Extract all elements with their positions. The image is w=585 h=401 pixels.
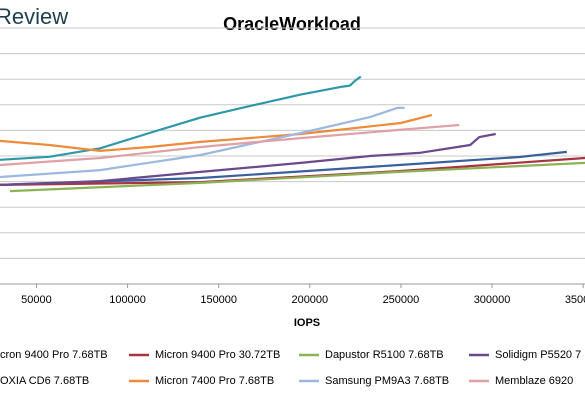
legend-label: Samsung PM9A3 7.68TB: [325, 375, 449, 387]
series-line: [0, 150, 567, 186]
x-tick-label: 350000: [565, 294, 585, 306]
legend-label: Memblaze 6920: [495, 375, 573, 387]
legend-label: Dapustor R5100 7.68TB: [325, 349, 444, 361]
x-tick-label: 200000: [291, 294, 328, 306]
x-tick-label: 300000: [474, 294, 511, 306]
legend-label: cron 9400 Pro 7.68TB: [0, 349, 108, 361]
x-tick-label: 100000: [109, 294, 146, 306]
series-line: [0, 75, 362, 161]
x-tick-label: 250000: [383, 294, 420, 306]
series-line: [0, 132, 496, 186]
series-line: [9, 161, 585, 193]
series-line: [0, 106, 405, 179]
legend-label: OXIA CD6 7.68TB: [0, 375, 89, 387]
legend-label: Micron 7400 Pro 7.68TB: [155, 375, 274, 387]
series-line: [0, 113, 433, 152]
chart-title: OracleWorkload: [223, 14, 361, 34]
x-tick-label: 150000: [200, 294, 237, 306]
x-axis-title: IOPS: [294, 317, 320, 329]
legend-label: Solidigm P5520 7: [495, 349, 581, 361]
series-line: [0, 123, 460, 167]
legend-label: Micron 9400 Pro 30.72TB: [155, 349, 280, 361]
x-tick-label: 50000: [21, 294, 52, 306]
logo: Review: [0, 4, 68, 29]
